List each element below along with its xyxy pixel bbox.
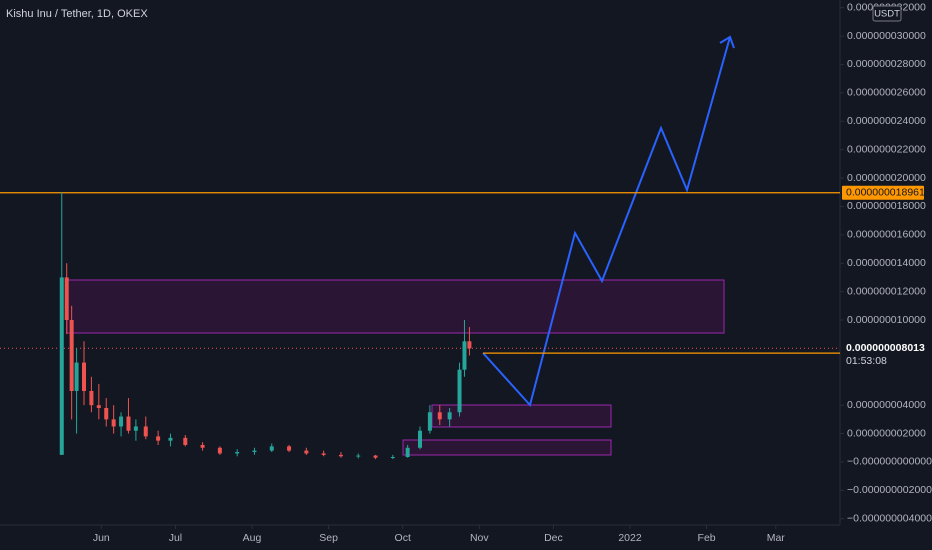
candle-body: [74, 362, 79, 391]
candle-body: [183, 437, 188, 445]
candle-body: [235, 452, 240, 454]
y-tick-label: 0.000000030000: [847, 30, 926, 42]
countdown: 01:53:08: [846, 355, 887, 367]
candle-body: [457, 369, 462, 413]
arrow-head: [719, 35, 735, 49]
x-tick-label: Sep: [319, 532, 338, 544]
candle-body: [287, 446, 292, 451]
candle-body: [126, 416, 131, 431]
y-tick-label: 0.000000012000: [847, 285, 926, 297]
candle-body: [217, 447, 222, 454]
y-tick-label: 0.000000002000: [847, 427, 926, 439]
zone: [66, 279, 725, 334]
price-badge-label: 0.000000018961: [846, 187, 925, 199]
y-tick-label: 0.000000022000: [847, 143, 926, 155]
chart-title: Kishu Inu / Tether, 1D, OKEX: [6, 8, 148, 20]
x-tick-label: Aug: [243, 532, 262, 544]
drawings: [66, 35, 735, 456]
candle-body: [104, 408, 109, 420]
y-tick-label: 0.000000010000: [847, 314, 926, 326]
last-price-label: 0.000000008013: [846, 342, 925, 354]
candle-body: [200, 444, 205, 448]
x-tick-label: Feb: [698, 532, 716, 544]
currency-label: USDT: [874, 9, 900, 20]
candle-body: [133, 426, 138, 431]
y-tick-label: 0.000000004000: [847, 399, 926, 411]
candle-body: [467, 341, 472, 349]
y-tick-label: 0.000000026000: [847, 87, 926, 99]
zone: [431, 404, 612, 428]
x-tick-label: Jun: [93, 532, 110, 544]
candle-body: [252, 450, 257, 453]
candle-body: [304, 450, 309, 454]
y-tick-label: 0.000000024000: [847, 115, 926, 127]
currency-badge: [872, 5, 902, 22]
y-tick-label: 0.000000020000: [847, 172, 926, 184]
candle-body: [89, 390, 94, 406]
zone: [402, 439, 612, 456]
last-price-badge: [842, 341, 924, 369]
candle-body: [373, 455, 378, 458]
candle-body: [462, 341, 467, 370]
x-tick-label: Dec: [544, 532, 563, 544]
y-tick-label: −0.000000004000: [847, 513, 932, 525]
candle-body: [119, 416, 124, 427]
x-tick-label: Nov: [470, 532, 489, 544]
candle-body: [418, 430, 422, 448]
candle-body: [82, 362, 86, 391]
candle-body: [338, 454, 343, 457]
candle-body: [143, 426, 148, 437]
candle-body: [405, 447, 410, 457]
x-tick-label: 2022: [618, 532, 642, 544]
y-tick-label: 0.000000018000: [847, 200, 926, 212]
y-tick-label: 0.000000014000: [847, 257, 926, 269]
x-tick-label: Jul: [169, 532, 182, 544]
x-tick-label: Oct: [395, 532, 411, 544]
price-badge: [842, 185, 924, 200]
y-tick-label: 0.000000016000: [847, 229, 926, 241]
candle-body: [447, 412, 452, 420]
x-tick-label: Mar: [767, 532, 786, 544]
candle-body: [59, 277, 64, 455]
candle-body: [356, 455, 361, 457]
candle-body: [156, 436, 161, 441]
candle-body: [168, 437, 173, 441]
candle-body: [321, 453, 326, 455]
candle-body: [69, 319, 74, 391]
candle-body: [111, 419, 116, 427]
projection-path: [482, 36, 731, 408]
candle-body: [437, 412, 442, 420]
candle-body: [269, 446, 274, 451]
candle-body: [427, 412, 432, 431]
y-tick-label: −0.000000002000: [847, 484, 932, 496]
y-tick-label: 0.000000028000: [847, 58, 926, 70]
candle-body: [390, 456, 395, 458]
candle-body: [64, 277, 69, 320]
y-tick-label: −0.000000000000: [847, 456, 932, 468]
candle-body: [96, 405, 101, 409]
